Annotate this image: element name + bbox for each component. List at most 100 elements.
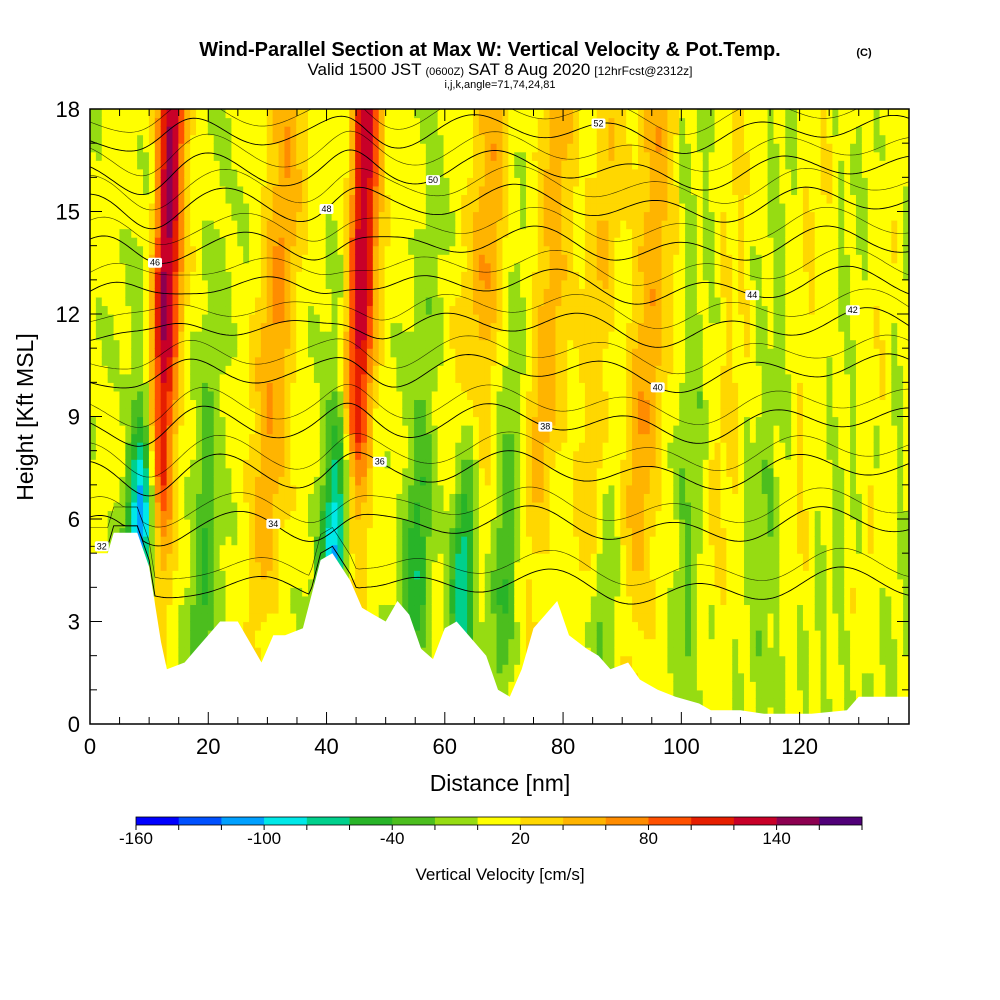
velocity-cell (372, 237, 380, 247)
velocity-cell (107, 322, 115, 332)
velocity-cell (414, 185, 421, 196)
velocity-cell (349, 390, 356, 401)
velocity-cell (125, 407, 132, 418)
velocity-cell (402, 595, 409, 606)
velocity-cell (467, 117, 474, 127)
velocity-cell (396, 185, 403, 196)
velocity-cell (331, 519, 339, 529)
velocity-cell (225, 160, 233, 170)
velocity-cell (437, 143, 445, 153)
velocity-cell (207, 177, 215, 187)
velocity-cell (196, 134, 203, 144)
velocity-cell (119, 109, 126, 119)
velocity-cell (207, 604, 215, 614)
velocity-cell (290, 390, 297, 401)
velocity-cell (361, 373, 368, 383)
velocity-cell (443, 160, 451, 170)
velocity-cell (431, 459, 439, 469)
velocity-cell (237, 211, 244, 221)
velocity-cell (472, 425, 480, 435)
velocity-cell (213, 459, 221, 469)
velocity-cell (390, 160, 397, 170)
velocity-cell (143, 331, 150, 341)
velocity-cell (201, 365, 209, 375)
velocity-cell (160, 262, 168, 272)
velocity-cell (372, 202, 380, 213)
velocity-cell (443, 356, 451, 366)
velocity-cell (95, 493, 103, 503)
velocity-cell (384, 228, 392, 238)
velocity-cell (184, 604, 191, 614)
velocity-cell (390, 185, 397, 196)
velocity-cell (313, 220, 321, 230)
velocity-cell (443, 185, 451, 196)
velocity-cell (325, 382, 333, 392)
velocity-cell (160, 296, 168, 307)
velocity-cell (219, 595, 227, 606)
velocity-cell (260, 382, 268, 392)
velocity-cell (190, 245, 197, 255)
velocity-cell (201, 578, 209, 588)
velocity-cell (437, 160, 445, 170)
velocity-cell (490, 510, 498, 520)
velocity-cell (337, 544, 344, 554)
velocity-cell (490, 493, 498, 503)
velocity-cell (396, 519, 403, 529)
velocity-cell (225, 202, 233, 213)
velocity-cell (243, 476, 250, 486)
velocity-cell (284, 553, 291, 563)
velocity-cell (437, 621, 445, 631)
velocity-cell (160, 373, 168, 383)
velocity-cell (231, 194, 238, 204)
velocity-cell (384, 134, 392, 144)
velocity-cell (160, 493, 168, 503)
velocity-cell (437, 536, 445, 546)
velocity-cell (113, 143, 121, 153)
velocity-cell (402, 467, 409, 477)
velocity-cell (166, 348, 174, 358)
velocity-cell (372, 211, 380, 221)
velocity-cell (496, 647, 504, 657)
velocity-cell (219, 553, 227, 563)
velocity-cell (419, 604, 427, 614)
velocity-cell (148, 288, 156, 298)
velocity-cell (467, 604, 474, 614)
velocity-cell (172, 595, 179, 606)
velocity-cell (201, 536, 209, 546)
velocity-cell (143, 433, 150, 443)
velocity-cell (278, 527, 286, 537)
velocity-cell (107, 305, 115, 315)
velocity-cell (414, 228, 421, 238)
velocity-cell (408, 612, 415, 623)
velocity-cell (390, 365, 397, 375)
velocity-cell (143, 356, 150, 366)
velocity-cell (331, 245, 339, 255)
velocity-cell (290, 339, 297, 349)
velocity-cell (272, 442, 280, 452)
velocity-cell (95, 382, 103, 392)
velocity-cell (196, 553, 203, 563)
velocity-cell (425, 595, 433, 606)
velocity-cell (172, 151, 179, 161)
velocity-cell (237, 467, 244, 477)
velocity-cell (254, 279, 262, 289)
velocity-cell (361, 168, 368, 178)
velocity-cell (414, 296, 421, 307)
velocity-cell (225, 288, 233, 298)
velocity-cell (190, 416, 197, 426)
velocity-cell (390, 305, 397, 315)
velocity-cell (455, 322, 462, 332)
velocity-cell (196, 356, 203, 366)
velocity-cell (437, 433, 445, 443)
velocity-cell (355, 126, 362, 136)
velocity-cell (213, 314, 221, 324)
velocity-cell (396, 356, 403, 366)
velocity-cell (425, 365, 433, 375)
velocity-cell (402, 262, 409, 272)
velocity-cell (390, 117, 397, 127)
velocity-cell (437, 416, 445, 426)
velocity-cell (378, 416, 386, 426)
velocity-cell (148, 561, 156, 571)
velocity-cell (272, 331, 280, 341)
velocity-cell (266, 109, 274, 119)
